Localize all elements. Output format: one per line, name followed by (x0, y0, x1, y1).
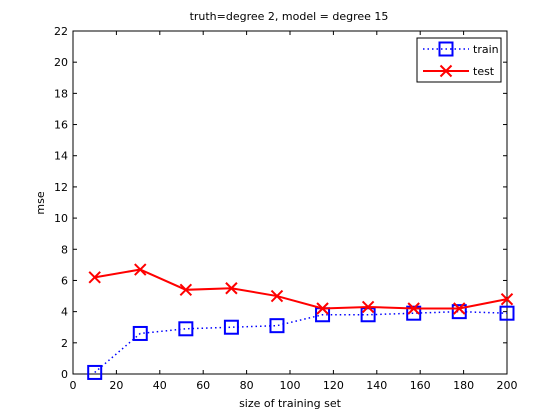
test-data-point (407, 302, 420, 315)
y-tick-label: 8 (61, 243, 68, 256)
test-data-point (88, 271, 101, 284)
x-tick-label: 200 (497, 379, 518, 392)
train-data-point (87, 364, 103, 380)
y-tick-label: 10 (54, 212, 68, 225)
y-tick-label: 6 (61, 274, 68, 287)
test-series-line (94, 268, 508, 310)
legend: train test (416, 37, 502, 83)
test-data-point (316, 302, 329, 315)
x-tick-label: 100 (280, 379, 301, 392)
legend-marker-test (439, 64, 453, 78)
train-data-point (223, 319, 239, 335)
test-data-point (270, 289, 284, 303)
y-tick-label: 22 (54, 25, 68, 38)
test-data-point (134, 263, 147, 276)
y-tick-label: 12 (54, 181, 68, 194)
x-tick-label: 120 (323, 379, 344, 392)
x-tick-label: 180 (453, 379, 474, 392)
legend-label-train: train (473, 43, 499, 56)
y-tick-label: 20 (54, 56, 68, 69)
train-data-point (269, 318, 285, 334)
y-tick-label: 18 (54, 87, 68, 100)
test-data-point (179, 283, 193, 297)
x-tick-label: 0 (70, 379, 77, 392)
train-data-point (406, 305, 422, 321)
x-tick-label: 60 (196, 379, 210, 392)
x-tick-label: 40 (153, 379, 167, 392)
test-data-point (500, 292, 514, 306)
train-data-point (132, 325, 148, 341)
series-layer (87, 263, 515, 380)
x-tick-label: 160 (410, 379, 431, 392)
y-tick-label: 0 (61, 368, 68, 381)
legend-box (416, 37, 502, 83)
chart-title: truth=degree 2, model = degree 15 (190, 10, 389, 23)
legend-marker-train (438, 41, 454, 57)
legend-label-test: test (473, 65, 495, 78)
x-tick-label: 80 (240, 379, 254, 392)
x-tick-label: 140 (366, 379, 387, 392)
x-tick-label: 20 (109, 379, 123, 392)
train-data-point (499, 305, 515, 321)
test-data-point (361, 300, 375, 314)
y-tick-label: 14 (54, 150, 68, 163)
train-data-point (178, 321, 194, 337)
plot-area (72, 30, 508, 375)
test-data-point (225, 282, 238, 295)
train-data-point (451, 304, 467, 320)
test-data-point (453, 302, 466, 315)
y-tick-label: 2 (61, 337, 68, 350)
y-axis-title: mse (34, 191, 47, 214)
x-axis-title: size of training set (239, 397, 342, 410)
y-tick-label: 16 (54, 119, 68, 132)
axis-ticks: 0 20 40 60 80 100 120 140 160 180 200 0 2 4 6 8 10 12 14 16… (54, 25, 518, 392)
y-tick-label: 4 (61, 306, 68, 319)
